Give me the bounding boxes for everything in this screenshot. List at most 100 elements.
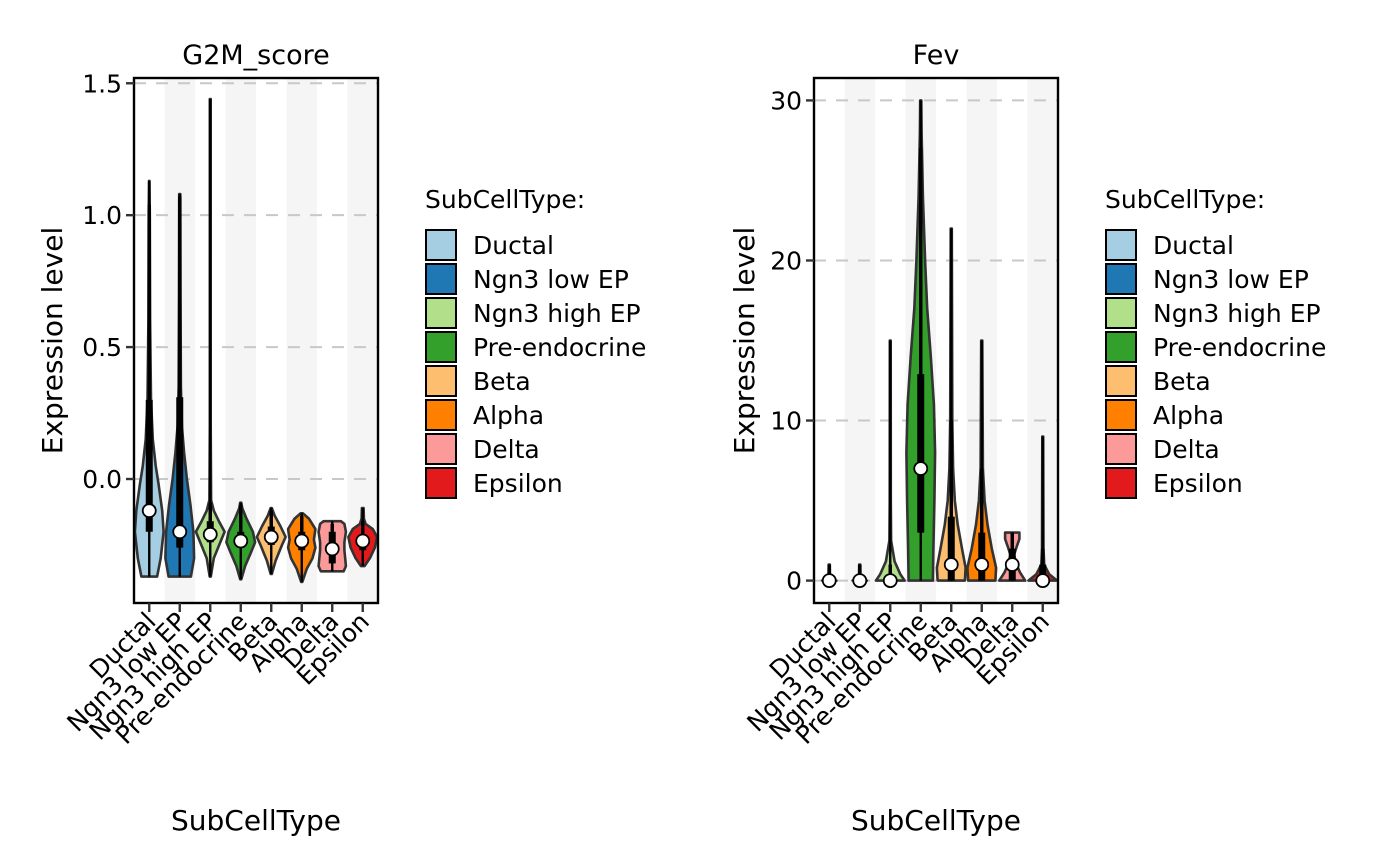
violin-beta <box>255 506 287 576</box>
legend-label: Ngn3 high EP <box>473 299 641 328</box>
legend-label: Beta <box>473 367 531 396</box>
legend-swatch <box>1105 263 1137 295</box>
legend-swatch <box>1105 331 1137 363</box>
legend-label: Epsilon <box>473 469 563 498</box>
x-axis-label: SubCellType <box>851 804 1021 837</box>
violin-median-point <box>294 533 310 549</box>
legend-item: Delta <box>425 433 540 465</box>
legend-item: Alpha <box>425 399 544 431</box>
legend-item: Beta <box>425 365 531 397</box>
legend-swatch <box>1105 297 1137 329</box>
legend-swatch <box>1105 229 1137 261</box>
violin-ductal <box>133 179 165 578</box>
legend-label: Beta <box>1153 367 1211 396</box>
legend-item: Ductal <box>1105 229 1234 261</box>
category-band <box>844 78 875 603</box>
violin-ductal <box>820 563 838 588</box>
violin-delta <box>317 519 348 573</box>
y-tick-label: 0.5 <box>82 333 122 362</box>
violin-median-point <box>943 557 959 572</box>
legend-swatch <box>425 365 457 397</box>
legend-label: Ductal <box>473 231 554 260</box>
violin-alpha <box>966 339 998 582</box>
violin-median-point <box>141 503 157 519</box>
violin-delta <box>998 531 1027 582</box>
y-axis: 0 10 20 30 <box>770 86 814 596</box>
category-bands <box>164 78 378 603</box>
plot-frame <box>812 76 1060 605</box>
y-tick-label: 1.0 <box>82 201 122 230</box>
y-tick-label: 1.5 <box>82 69 122 98</box>
legend-label: Ngn3 high EP <box>1153 299 1321 328</box>
violin-median-point <box>974 557 990 572</box>
violin-median-point <box>202 527 218 542</box>
violins <box>820 99 1059 588</box>
legend-label: Ngn3 low EP <box>473 265 629 294</box>
violin-median-point <box>913 461 929 476</box>
violin-beta <box>935 227 967 582</box>
legend-swatch <box>425 229 457 261</box>
violin-epsilon <box>1027 435 1059 588</box>
legend-item: Pre-endocrine <box>1105 331 1326 363</box>
legend-swatch <box>1105 433 1137 465</box>
legend-swatch <box>425 263 457 295</box>
legend: SubCellType: Ductal Ngn3 low EP Ngn3 high … <box>1105 185 1326 499</box>
legend-label: Alpha <box>1153 401 1224 430</box>
y-tick-label: 10 <box>770 407 802 436</box>
violin-ngn3-low-ep <box>851 563 869 588</box>
violin-ngn3-high-ep <box>194 97 226 578</box>
legend-swatch <box>425 331 457 363</box>
legend-item: Ngn3 low EP <box>1105 263 1309 295</box>
legend-item: Delta <box>1105 433 1220 465</box>
violin-median-point <box>172 524 188 540</box>
legend-item: Alpha <box>1105 399 1224 431</box>
legend-label: Pre-endocrine <box>1153 333 1326 362</box>
panel-title: Fev <box>913 40 960 71</box>
legend-item: Epsilon <box>425 467 563 499</box>
legend: SubCellType: Ductal Ngn3 low EP Ngn3 high … <box>425 185 646 499</box>
violin-median-point <box>1004 557 1020 572</box>
legend-title: SubCellType: <box>425 185 585 214</box>
legend-item: Ngn3 low EP <box>425 263 629 295</box>
violin-median-point <box>233 533 249 549</box>
y-tick-label: 20 <box>770 246 802 275</box>
violins <box>133 97 379 584</box>
legend-swatch <box>425 433 457 465</box>
plot-frame <box>132 76 380 605</box>
violin-median-point <box>355 533 371 549</box>
y-tick-label: 30 <box>770 86 802 115</box>
y-axis: 0.0 0.5 1.0 1.5 <box>82 69 134 494</box>
legend-label: Delta <box>1153 435 1220 464</box>
legend-item: Ngn3 high EP <box>1105 297 1321 329</box>
legend-label: Ngn3 low EP <box>1153 265 1309 294</box>
legend-swatch <box>1105 365 1137 397</box>
legend-swatch <box>425 297 457 329</box>
legend-item: Pre-endocrine <box>425 331 646 363</box>
x-axis-label: SubCellType <box>171 804 341 837</box>
violin-median-point <box>852 573 868 588</box>
legend-label: Pre-endocrine <box>473 333 646 362</box>
y-tick-label: 0.0 <box>82 465 122 494</box>
violin-median-point <box>821 573 837 588</box>
legend-item: Epsilon <box>1105 467 1243 499</box>
legend-title: SubCellType: <box>1105 185 1265 214</box>
violin-median-point <box>324 541 340 557</box>
violin-ngn3-high-ep <box>874 339 906 588</box>
grid-lines <box>134 82 378 481</box>
legend-item: Ngn3 high EP <box>425 297 641 329</box>
legend-label: Ductal <box>1153 231 1234 260</box>
legend-item: Beta <box>1105 365 1211 397</box>
legend-swatch <box>425 399 457 431</box>
violin-ngn3-low-ep <box>164 192 196 578</box>
violin-median-point <box>1035 573 1051 588</box>
violin-alpha <box>286 511 317 584</box>
violin-median-point <box>263 529 279 545</box>
y-axis-label: Expression level <box>36 227 69 454</box>
legend-item: Ductal <box>425 229 554 261</box>
violin-median-point <box>882 573 898 588</box>
legend-label: Alpha <box>473 401 544 430</box>
